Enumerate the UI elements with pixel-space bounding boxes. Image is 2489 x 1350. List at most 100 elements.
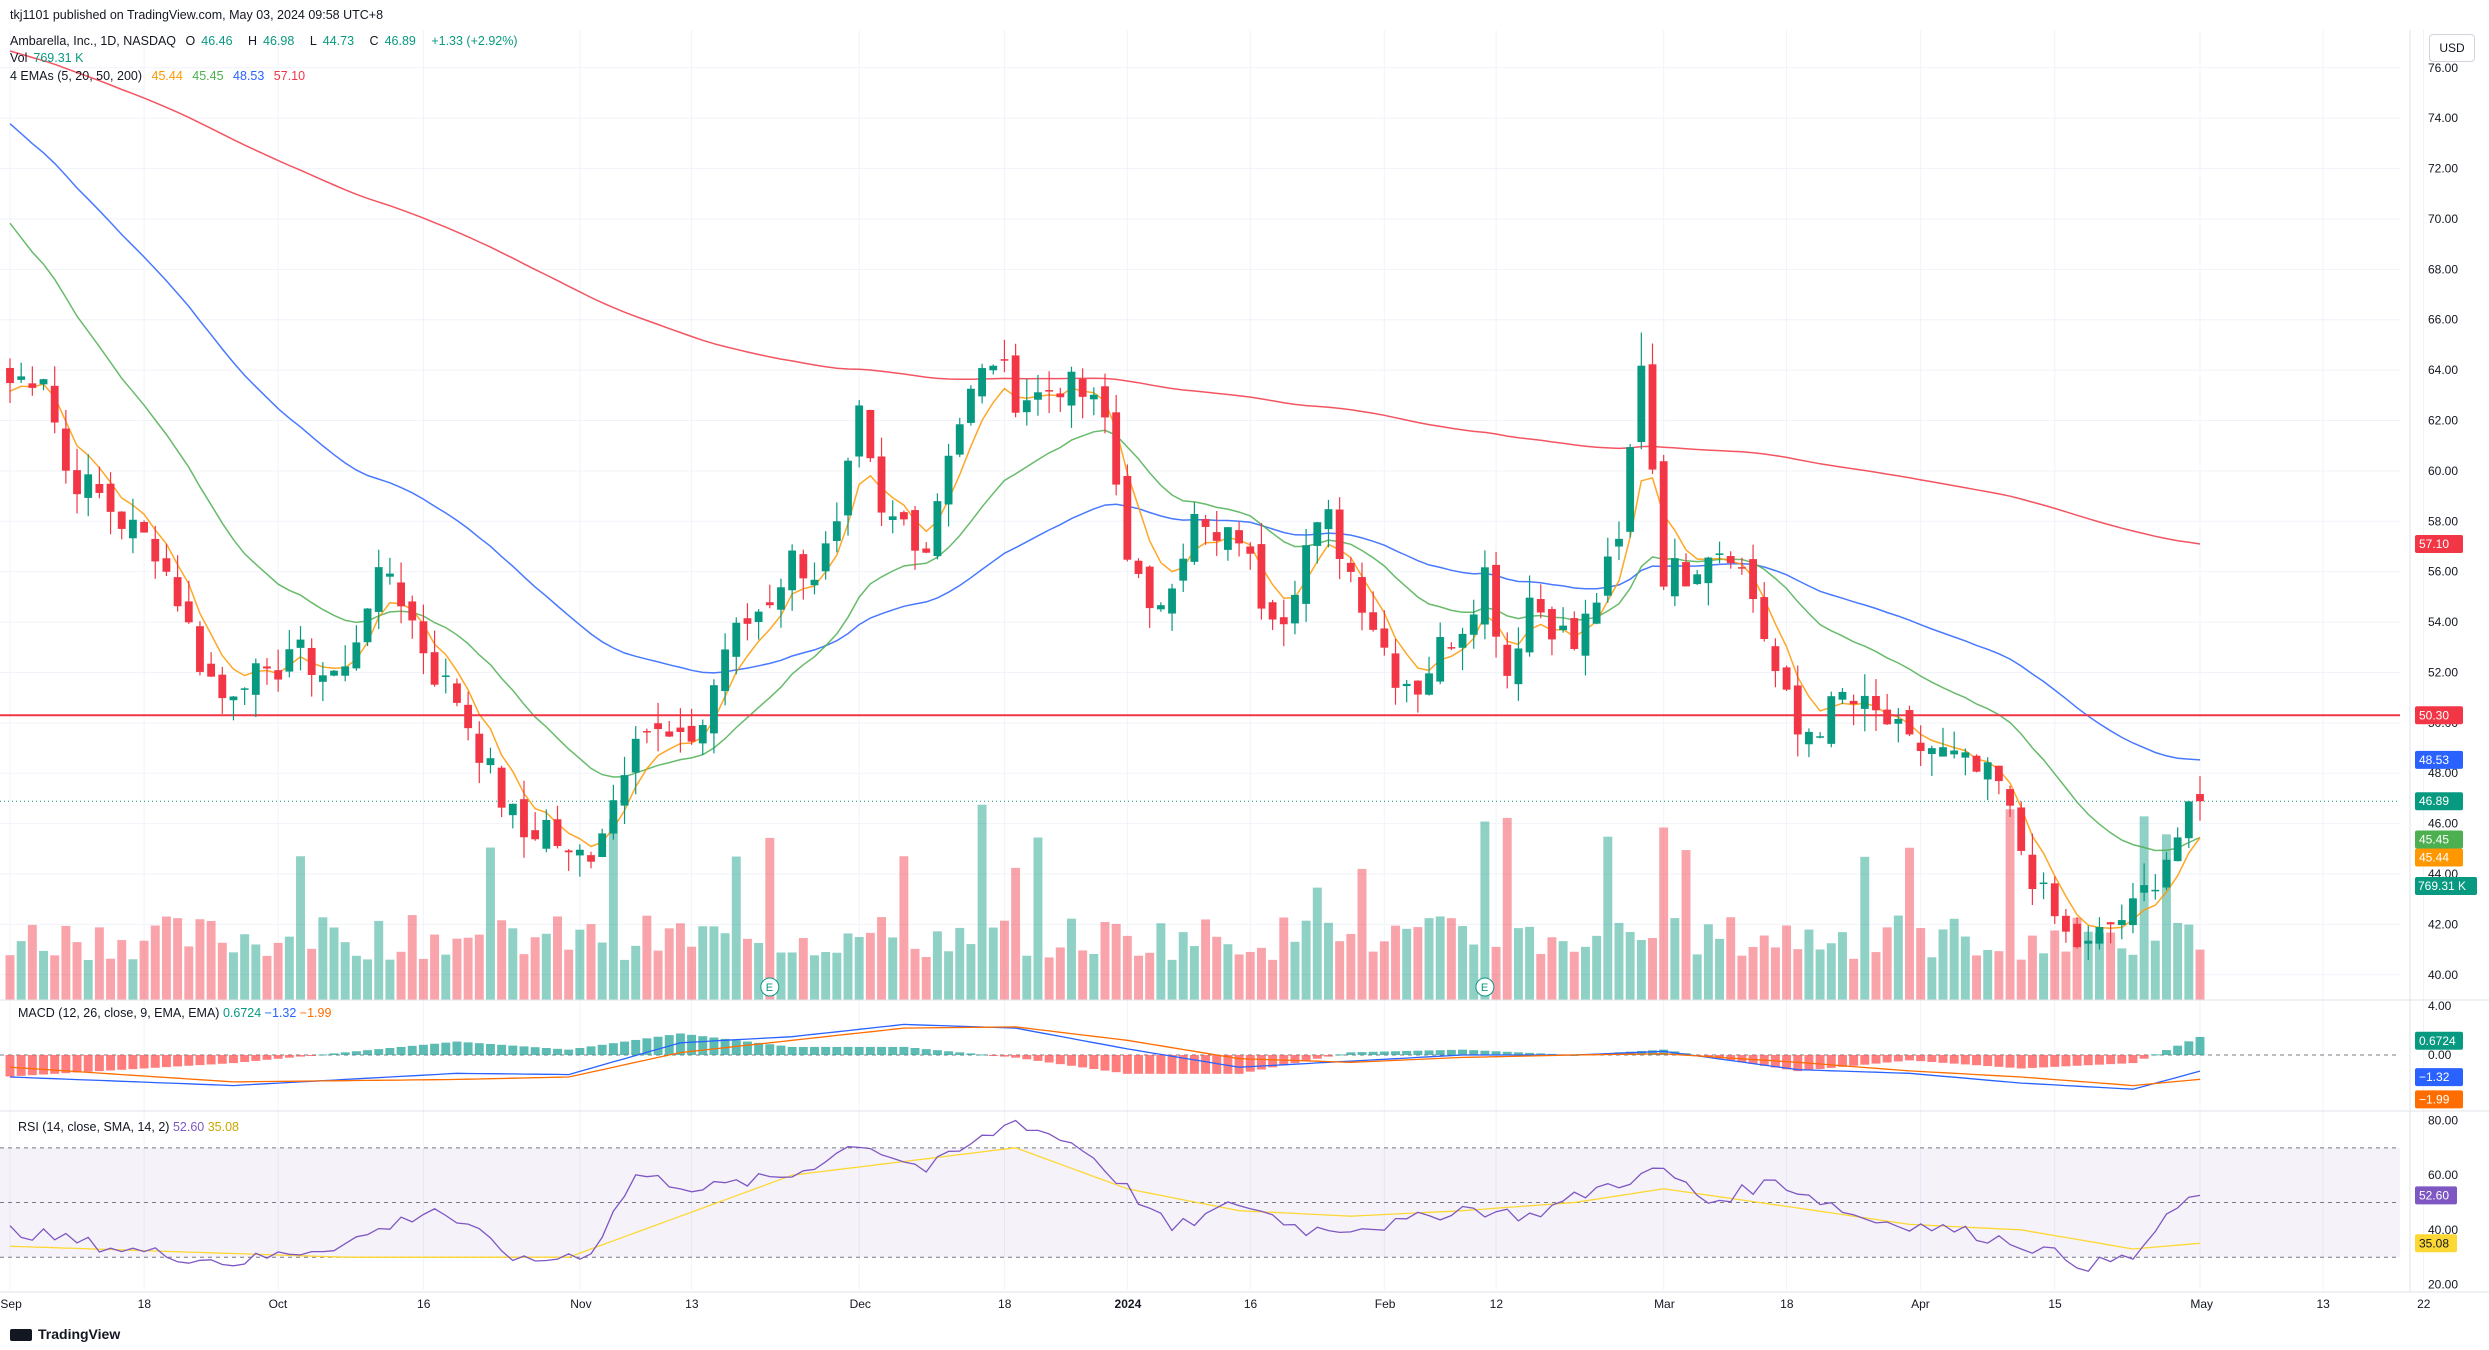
price-axis-tick: 74.00 xyxy=(2428,111,2458,125)
macd-histogram-bar xyxy=(2173,1045,2183,1055)
volume-bar xyxy=(865,932,875,1000)
macd-histogram-bar xyxy=(485,1043,495,1055)
candle-body xyxy=(575,849,584,856)
candle-body xyxy=(1335,509,1344,559)
price-label-text: 57.10 xyxy=(2419,537,2449,551)
volume-bar xyxy=(1290,941,1300,1000)
volume-bar xyxy=(1748,946,1758,1000)
volume-bar xyxy=(765,837,775,1000)
price-label-text: 45.45 xyxy=(2419,832,2449,846)
macd-histogram-bar xyxy=(575,1048,585,1055)
volume-bar xyxy=(1100,921,1110,1000)
volume-bar xyxy=(854,937,864,1000)
volume-bar xyxy=(206,920,216,1000)
candle-body xyxy=(1737,567,1746,569)
candle-body xyxy=(743,618,752,624)
macd-histogram-bar xyxy=(27,1055,37,1076)
volume-bar xyxy=(899,856,909,1000)
candle-body xyxy=(989,365,998,371)
earnings-marker-label: E xyxy=(766,982,773,994)
candle-body xyxy=(1402,683,1411,687)
candle-body xyxy=(978,368,987,397)
currency-button[interactable]: USD xyxy=(2429,34,2475,62)
volume-bar xyxy=(106,958,116,1000)
candle-body xyxy=(1536,599,1545,613)
macd-histogram-bar xyxy=(564,1049,574,1055)
candle-body xyxy=(2017,807,2026,851)
volume-bar xyxy=(385,959,395,1000)
rsi-ma-line xyxy=(9,1147,2201,1258)
candle-body xyxy=(642,731,651,733)
time-axis-tick: 16 xyxy=(417,1297,431,1311)
macd-histogram-bar xyxy=(899,1046,909,1055)
price-axis-tick: 52.00 xyxy=(2428,665,2458,679)
candle-body xyxy=(352,642,361,669)
volume-bar xyxy=(128,959,138,1000)
candle-body xyxy=(821,543,830,572)
macd-histogram-bar xyxy=(910,1048,920,1055)
candle-body xyxy=(1346,562,1355,572)
macd-histogram-bar xyxy=(61,1055,71,1074)
volume-bar xyxy=(1938,929,1948,1000)
candle-body xyxy=(911,510,919,551)
candle-body xyxy=(1983,762,1992,780)
candle-body xyxy=(1022,400,1031,413)
macd-histogram-bar xyxy=(988,1055,998,1056)
volume-bar xyxy=(1513,928,1523,1000)
volume-bar xyxy=(2162,834,2171,1000)
volume-bar xyxy=(61,925,71,1000)
candle-body xyxy=(855,405,864,457)
candle-body xyxy=(1000,359,1009,361)
candle-body xyxy=(732,622,741,657)
macd-histogram-bar xyxy=(2050,1055,2060,1067)
price-axis-tick: 66.00 xyxy=(2428,313,2458,327)
macd-histogram-bar xyxy=(318,1054,328,1056)
price-axis-tick: 48.00 xyxy=(2428,766,2458,780)
macd-histogram-bar xyxy=(1960,1055,1970,1065)
macd-histogram-bar xyxy=(2184,1041,2194,1055)
price-axis-tick: 40.00 xyxy=(2428,968,2458,982)
volume-bar xyxy=(1972,955,1981,1000)
candle-body xyxy=(17,376,26,380)
volume-bar xyxy=(217,942,227,1000)
candle-body xyxy=(251,663,260,695)
macd-histogram-bar xyxy=(385,1048,395,1055)
candle-body xyxy=(1480,567,1489,625)
volume-bar xyxy=(1458,926,1468,1000)
candle-body xyxy=(1994,765,2003,782)
volume-bar xyxy=(1491,946,1501,1000)
volume-bar xyxy=(1312,887,1322,1000)
macd-histogram-bar xyxy=(1335,1054,1345,1056)
candle-body xyxy=(1492,564,1500,637)
rsi-axis-tick: 20.00 xyxy=(2428,1278,2458,1292)
ohlc-close: C 46.89 xyxy=(369,34,416,48)
volume-bar xyxy=(474,934,484,1000)
candle-body xyxy=(2062,915,2070,932)
volume-bar xyxy=(1234,954,1244,1000)
macd-histogram-bar xyxy=(731,1040,741,1055)
volume-bar xyxy=(1413,927,1423,1000)
candle-body xyxy=(2129,898,2137,926)
price-axis-tick: 46.00 xyxy=(2428,817,2458,831)
candle-body xyxy=(1961,752,1970,758)
macd-histogram-bar xyxy=(2150,1054,2160,1056)
volume-bar xyxy=(1703,924,1713,1000)
volume-bar xyxy=(798,938,808,1000)
volume-bar xyxy=(1927,957,1937,1000)
volume-bar xyxy=(921,957,931,1000)
macd-histogram-bar xyxy=(1100,1055,1110,1071)
macd-histogram-bar xyxy=(39,1055,48,1075)
volume-bar xyxy=(754,942,764,1000)
macd-histogram-bar xyxy=(1268,1055,1278,1068)
time-axis-tick: 22 xyxy=(2417,1297,2431,1311)
macd-histogram-bar xyxy=(709,1037,719,1055)
candle-body xyxy=(441,675,450,677)
volume-bar xyxy=(653,950,663,1000)
macd-histogram-bar xyxy=(1312,1055,1322,1059)
volume-bar xyxy=(1871,952,1881,1000)
candle-body xyxy=(240,688,249,690)
macd-histogram-bar xyxy=(1402,1050,1412,1055)
candle-body xyxy=(676,727,685,732)
volume-bar xyxy=(1770,947,1780,1000)
